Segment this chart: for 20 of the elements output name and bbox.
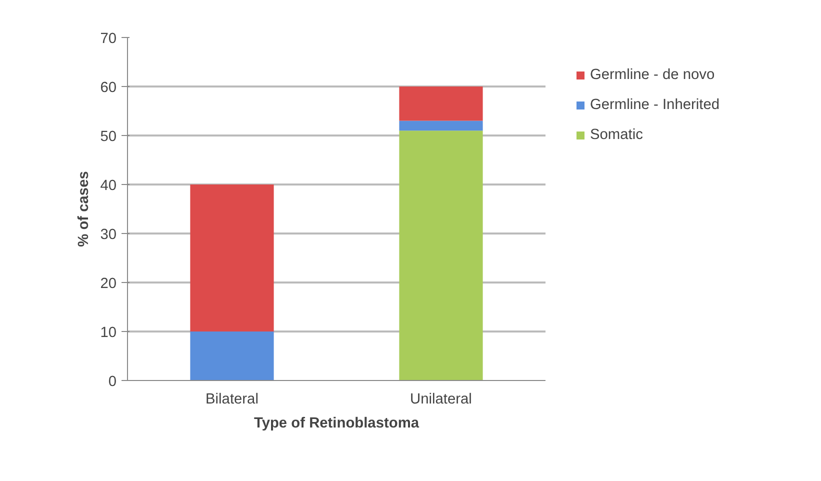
bar — [399, 120, 483, 131]
y-tick-label: 50 — [100, 129, 117, 145]
y-tick-label: 70 — [100, 31, 117, 47]
y-tick-label: 30 — [100, 227, 117, 243]
bar — [190, 332, 274, 380]
legend-label: Somatic — [590, 127, 644, 143]
y-tick-label: 0 — [108, 374, 117, 390]
y-tick-label: 40 — [100, 178, 117, 194]
y-tick-label: 60 — [100, 80, 117, 96]
x-tick-label: Bilateral — [206, 392, 258, 408]
x-tick-label: Unilateral — [410, 392, 472, 408]
y-tick-label: 20 — [100, 276, 117, 292]
y-tick-label: 10 — [100, 325, 117, 341]
x-axis-title: Type of Retinoblastoma — [254, 416, 420, 432]
bar — [399, 86, 483, 121]
y-axis-title: % of cases — [76, 171, 92, 247]
bar — [190, 184, 274, 332]
legend-label: Germline - Inherited — [590, 97, 721, 113]
legend-label: Germline - de novo — [590, 67, 716, 83]
bar — [399, 130, 483, 380]
